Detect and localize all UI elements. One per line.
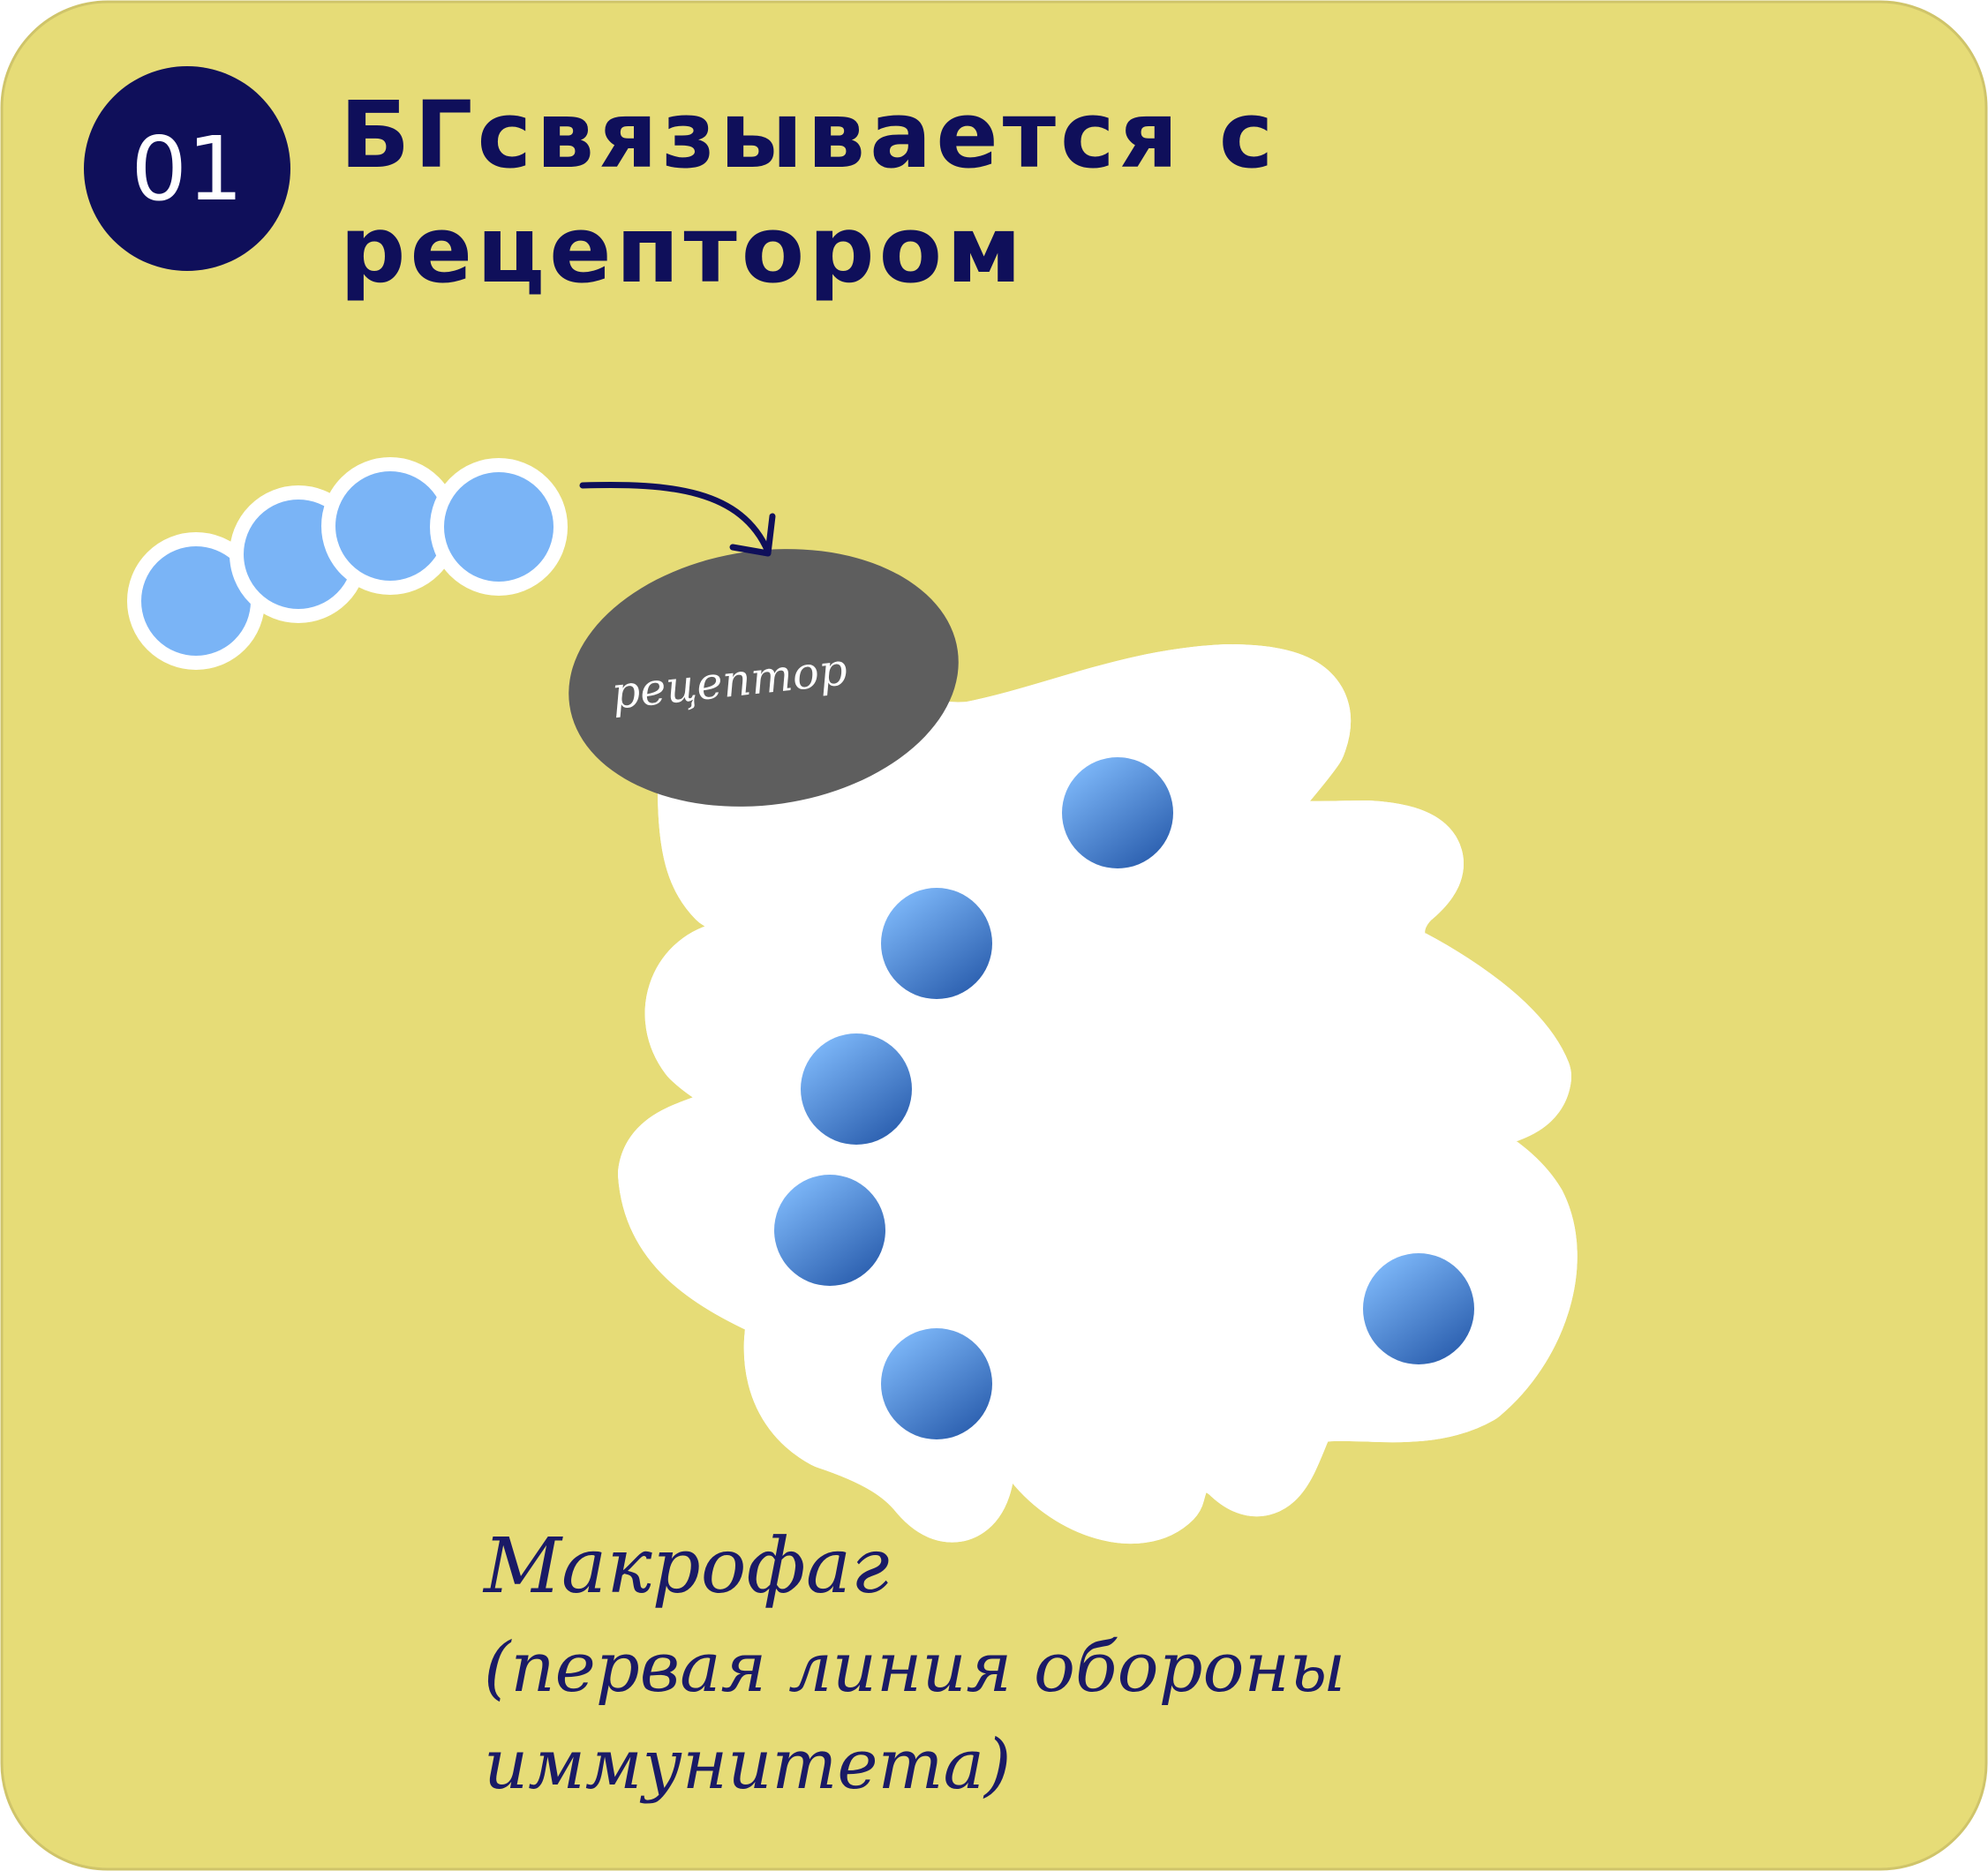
granules [774, 757, 1474, 1439]
caption-title: Макрофаг [484, 1522, 890, 1611]
glucan-bead [430, 458, 568, 596]
step-badge: 01 [84, 66, 290, 271]
granule [881, 888, 992, 999]
granule [1363, 1253, 1474, 1364]
macrophage-caption: Макрофаг (первая линия обороны иммунитет… [484, 1514, 1808, 1814]
title-line-2: рецептором [340, 196, 1027, 304]
granule [801, 1033, 912, 1145]
granule [881, 1328, 992, 1439]
binding-arrow [579, 481, 776, 557]
caption-subtitle: (первая линия обороны иммунитета) [484, 1628, 1346, 1805]
macrophage-cell [618, 644, 1538, 1504]
page-title: БГсвязывается с рецептором [340, 78, 1752, 307]
granule [1062, 757, 1173, 868]
receptor: рецептор [569, 549, 959, 807]
glucan-chain [127, 457, 568, 670]
granule [774, 1175, 885, 1286]
title-line-1: БГсвязывается с [340, 81, 1278, 189]
step-number: 01 [131, 117, 243, 221]
